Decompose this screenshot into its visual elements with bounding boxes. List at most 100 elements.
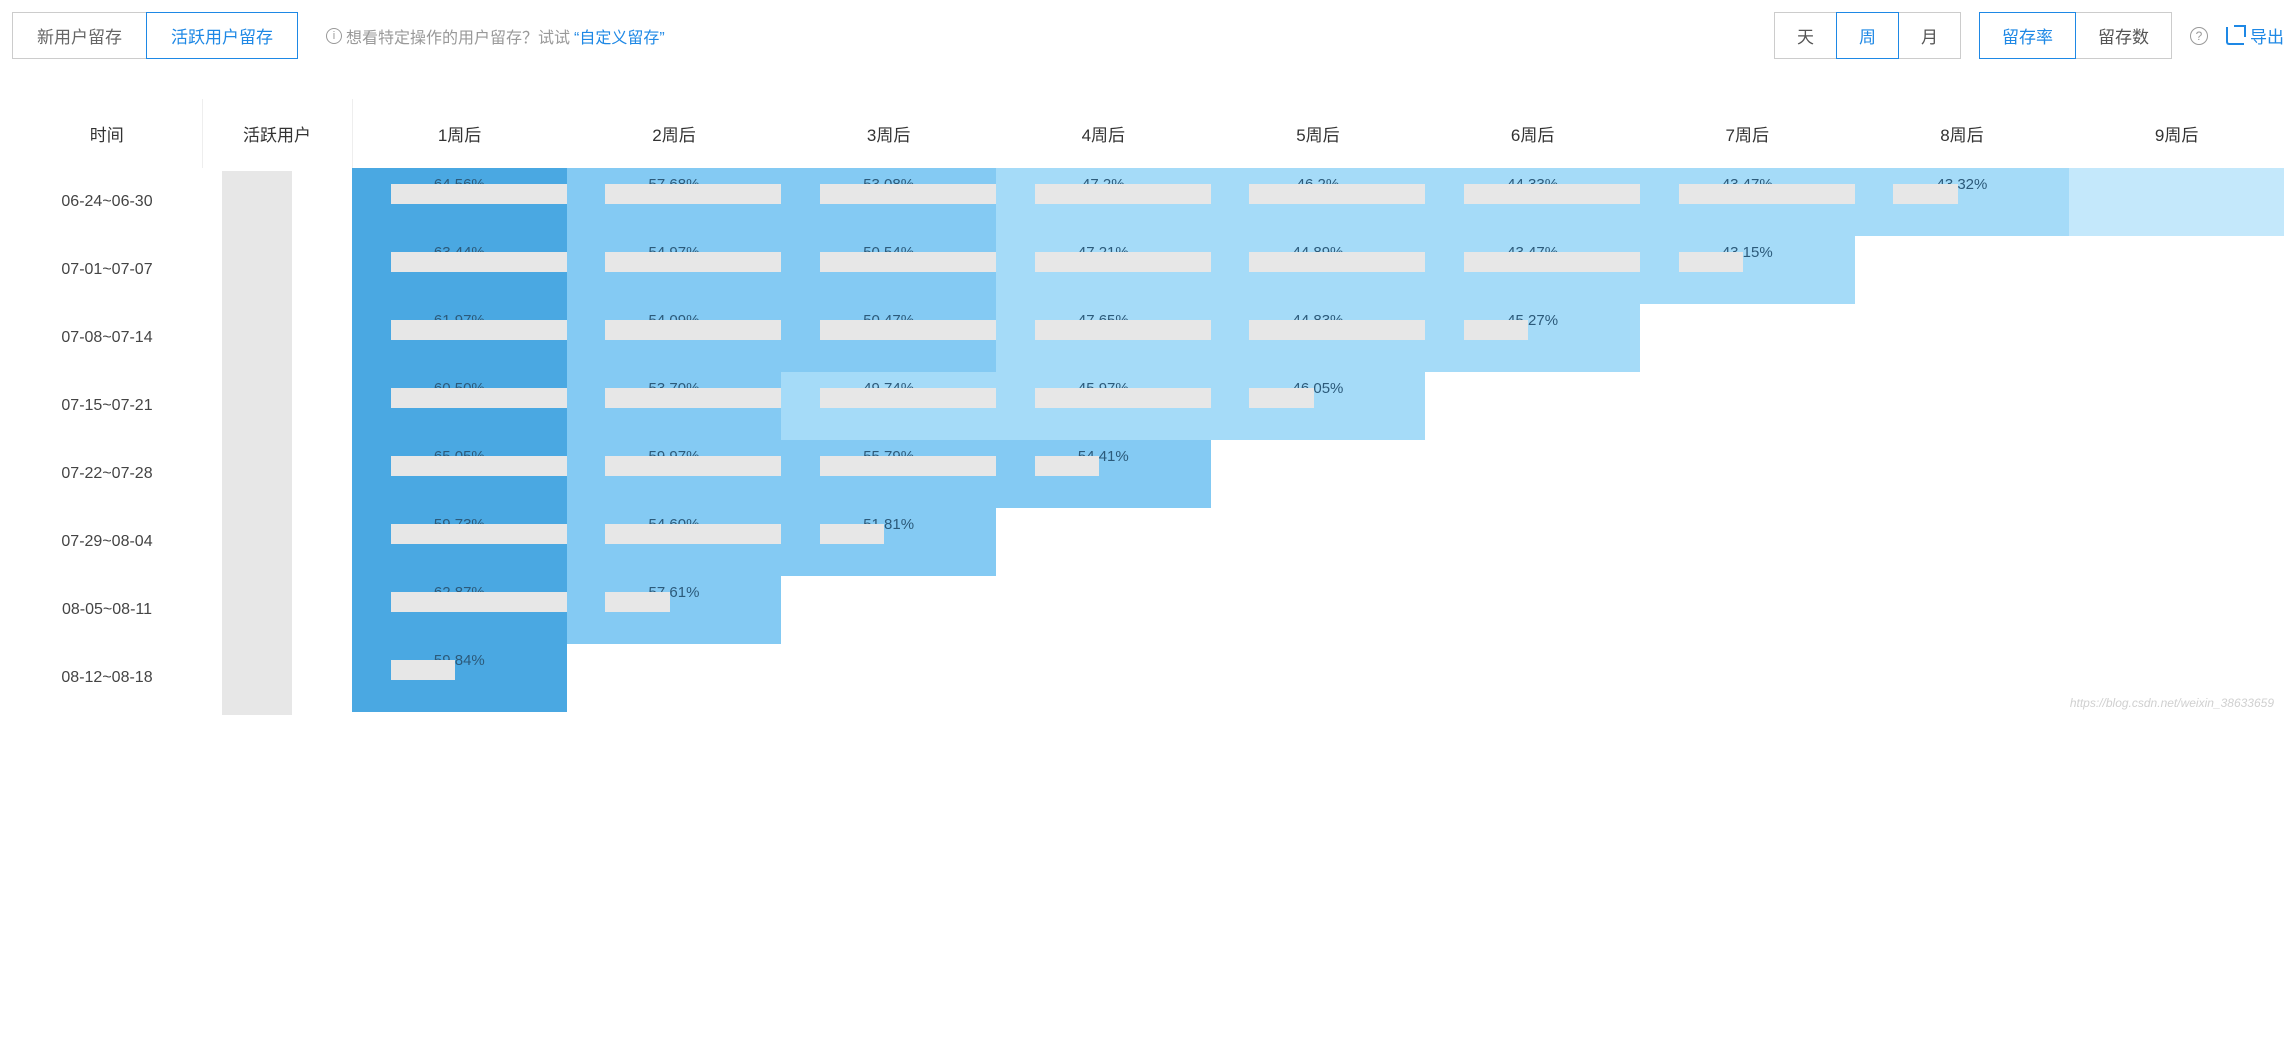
heatmap-value xyxy=(1640,508,1855,576)
table-row: 08-12~08-185259.84% xyxy=(12,644,2284,712)
heatmap-cell xyxy=(996,576,1211,644)
heatmap-value: 65.05% xyxy=(352,440,567,508)
hint-link[interactable]: “自定义留存” xyxy=(574,24,665,48)
heatmap-value xyxy=(1211,508,1426,576)
gran-month[interactable]: 月 xyxy=(1898,12,1961,59)
heatmap-cell xyxy=(1640,508,1855,576)
heatmap-cell xyxy=(2069,236,2284,304)
heatmap-value xyxy=(1640,440,1855,508)
granularity-toggle: 天 周 月 xyxy=(1774,12,1961,59)
active-users-cell: 07 xyxy=(202,168,352,236)
metric-rate[interactable]: 留存率 xyxy=(1979,12,2076,59)
hint-text: i 想看特定操作的用户留存？试试 “自定义留存” xyxy=(326,24,665,48)
heatmap-value: 60.50% xyxy=(352,372,567,440)
col-w1: 1周后 xyxy=(352,99,567,168)
heatmap-cell: 59.97% xyxy=(567,440,782,508)
heatmap-value: 44.89% xyxy=(1211,236,1426,304)
col-w8: 8周后 xyxy=(1855,99,2070,168)
heatmap-cell: 47.65% xyxy=(996,304,1211,372)
heatmap-value: 59.84% xyxy=(352,644,567,712)
top-toolbar: 新用户留存 活跃用户留存 i 想看特定操作的用户留存？试试 “自定义留存” 天 … xyxy=(12,12,2284,59)
heatmap-value xyxy=(1211,644,1426,712)
heatmap-value xyxy=(781,576,996,644)
export-button[interactable]: 导出 xyxy=(2226,23,2284,48)
heatmap-cell xyxy=(2069,372,2284,440)
redact-bar xyxy=(820,524,884,544)
heatmap-cell xyxy=(1855,644,2070,712)
col-time: 时间 xyxy=(12,99,202,168)
heatmap-value: 59.97% xyxy=(567,440,782,508)
heatmap-cell: 43.47% xyxy=(1425,236,1640,304)
heatmap-cell xyxy=(1855,508,2070,576)
redact-bar xyxy=(1679,252,1743,272)
time-cell: 07-29~08-04 xyxy=(12,508,202,576)
heatmap-value: 45.27% xyxy=(1425,304,1640,372)
heatmap-cell xyxy=(1211,644,1426,712)
heatmap-value: 53.08% xyxy=(781,168,996,236)
heatmap-value: 44.83% xyxy=(1211,304,1426,372)
heatmap-cell: 51.81% xyxy=(781,508,996,576)
heatmap-value xyxy=(1855,440,2070,508)
heatmap-cell xyxy=(1425,576,1640,644)
heatmap-cell xyxy=(996,508,1211,576)
heatmap-value xyxy=(2069,236,2284,304)
heatmap-value xyxy=(1640,372,1855,440)
table-row: 07-01~07-074463.44%54.97%50.54%47.21%44.… xyxy=(12,236,2284,304)
col-w9: 9周后 xyxy=(2069,99,2284,168)
metric-count[interactable]: 留存数 xyxy=(2075,12,2172,59)
right-controls: 天 周 月 留存率 留存数 ? 导出 xyxy=(1774,12,2284,59)
heatmap-cell xyxy=(1425,508,1640,576)
time-cell: 07-08~07-14 xyxy=(12,304,202,372)
heatmap-value: 51.81% xyxy=(781,508,996,576)
heatmap-value xyxy=(567,644,782,712)
col-active-users: 活跃用户 xyxy=(202,99,352,168)
table-row: 07-15~07-215360.50%53.70%49.74%45.97%46.… xyxy=(12,372,2284,440)
time-cell: 08-05~08-11 xyxy=(12,576,202,644)
heatmap-cell: 59.84% xyxy=(352,644,567,712)
heatmap-cell: 54.60% xyxy=(567,508,782,576)
heatmap-value: 50.54% xyxy=(781,236,996,304)
heatmap-value: 64.56% xyxy=(352,168,567,236)
heatmap-cell: 54.09% xyxy=(567,304,782,372)
heatmap-value: 57.61% xyxy=(567,576,782,644)
heatmap-value xyxy=(1855,508,2070,576)
heatmap-cell: 49.74% xyxy=(781,372,996,440)
tab-active-user[interactable]: 活跃用户留存 xyxy=(146,12,298,59)
redact-bar xyxy=(605,592,669,612)
active-users-cell: 44 xyxy=(202,236,352,304)
heatmap-cell xyxy=(2069,576,2284,644)
heatmap-cell xyxy=(996,644,1211,712)
heatmap-value xyxy=(2069,168,2284,236)
heatmap-cell xyxy=(1855,576,2070,644)
tab-new-user[interactable]: 新用户留存 xyxy=(12,12,147,59)
heatmap-cell: 61.97% xyxy=(352,304,567,372)
heatmap-value xyxy=(1425,644,1640,712)
heatmap-cell: 63.44% xyxy=(352,236,567,304)
col-w7: 7周后 xyxy=(1640,99,1855,168)
heatmap-value: 49.74% xyxy=(781,372,996,440)
heatmap-cell xyxy=(1640,304,1855,372)
export-label: 导出 xyxy=(2250,23,2284,48)
time-cell: 07-01~07-07 xyxy=(12,236,202,304)
header-row: 时间 活跃用户 1周后 2周后 3周后 4周后 5周后 6周后 7周后 8周后 … xyxy=(12,99,2284,168)
heatmap-value: 46.2% xyxy=(1211,168,1426,236)
heatmap-value xyxy=(1211,576,1426,644)
table-row: 07-29~08-043559.73%54.60%51.81% xyxy=(12,508,2284,576)
heatmap-cell: 60.50% xyxy=(352,372,567,440)
heatmap-value xyxy=(1640,644,1855,712)
heatmap-value: 53.70% xyxy=(567,372,782,440)
heatmap-cell: 57.68% xyxy=(567,168,782,236)
retention-type-tabs: 新用户留存 活跃用户留存 xyxy=(12,12,298,59)
table-row: 07-08~07-144561.97%54.09%50.47%47.65%44.… xyxy=(12,304,2284,372)
redact-bar xyxy=(1464,320,1528,340)
active-users-cell: 35 xyxy=(202,508,352,576)
heatmap-value xyxy=(2069,440,2284,508)
gran-day[interactable]: 天 xyxy=(1774,12,1837,59)
gran-week[interactable]: 周 xyxy=(1836,12,1899,59)
heatmap-value: 43.15% xyxy=(1640,236,1855,304)
heatmap-value xyxy=(2069,508,2284,576)
heatmap-cell: 43.32% xyxy=(1855,168,2070,236)
heatmap-value: 44.33% xyxy=(1425,168,1640,236)
table-row: 08-05~08-110362.87%57.61% xyxy=(12,576,2284,644)
help-icon[interactable]: ? xyxy=(2190,27,2208,45)
